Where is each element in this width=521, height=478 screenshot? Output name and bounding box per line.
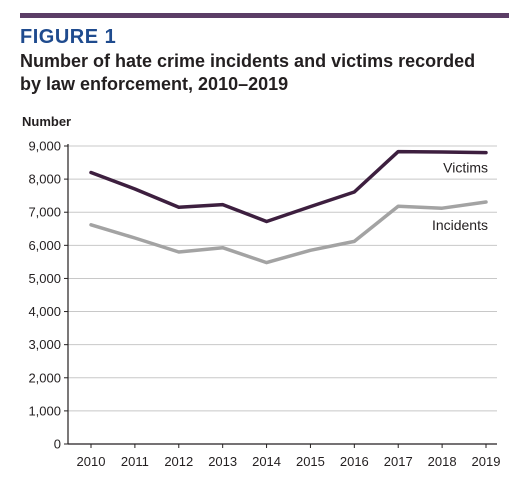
y-tick-label: 9,000 (28, 139, 61, 154)
y-tick-label: 5,000 (28, 271, 61, 286)
x-tick-label: 2011 (121, 454, 149, 469)
y-tick-label: 7,000 (28, 205, 61, 220)
x-tick-label: 2013 (208, 454, 237, 469)
figure-label: FIGURE 1 (20, 26, 117, 48)
y-tick-label: 2,000 (28, 370, 61, 385)
x-tick-label: 2017 (384, 454, 413, 469)
chart-title-line-1: Number of hate crime incidents and victi… (20, 51, 476, 71)
y-tick-label: 8,000 (28, 172, 61, 187)
x-tick-label: 2016 (340, 454, 369, 469)
x-tick-labels: 2010 2011 2012 2013 2014 2015 2016 2017 2018 2019 (77, 444, 501, 469)
axes (67, 144, 497, 445)
x-tick-label: 2012 (164, 454, 193, 469)
series-label-incidents: Incidents (432, 217, 488, 233)
series-label-victims: Victims (443, 160, 488, 176)
x-tick-label: 2010 (77, 454, 106, 469)
y-tick-label: 6,000 (28, 238, 61, 253)
series-lines (89, 149, 488, 265)
chart-title-line-2: by law enforcement, 2010–2019 (20, 74, 289, 94)
chart-title: Number of hate crime incidents and victi… (20, 50, 510, 96)
header-rule (20, 13, 509, 18)
gridlines (68, 145, 497, 412)
series-line-victims (89, 149, 488, 224)
y-axis-label: Number (22, 114, 71, 129)
x-tick-label: 2019 (472, 454, 501, 469)
y-tick-label: 0 (54, 437, 61, 452)
y-tick-label: 1,000 (28, 403, 61, 418)
y-tick-label: 4,000 (28, 304, 61, 319)
series-labels: Victims Incidents (432, 160, 488, 233)
x-tick-label: 2015 (296, 454, 325, 469)
x-tick-label: 2018 (428, 454, 457, 469)
series-line-incidents (89, 200, 488, 265)
y-tick-label: 3,000 (28, 337, 61, 352)
y-tick-labels: 0 1,000 2,000 3,000 4,000 5,000 6,000 7,000 8,00… (28, 139, 68, 452)
x-tick-label: 2014 (252, 454, 281, 469)
